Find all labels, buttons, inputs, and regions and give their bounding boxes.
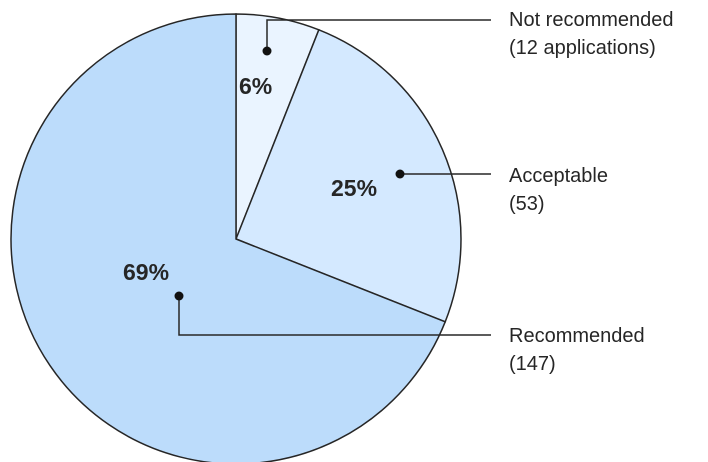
legend: Not recommended (12 applications) Accept… [509,9,674,375]
legend-not-recommended-count: (12 applications) [509,37,656,59]
legend-recommended-title: Recommended [509,325,645,347]
leader-line-not-recommended [266,19,491,51]
pie-slice-acceptable [235,28,462,323]
slice-label-recommended: 69% [123,259,169,285]
legend-acceptable-count: (53) [509,193,545,215]
percent-labels: 6% 25% 69% [123,73,377,285]
pie-slice-recommended [10,13,447,462]
leader-lines [174,19,491,336]
slice-label-not-recommended: 6% [239,73,272,99]
legend-acceptable-title: Acceptable [509,165,608,187]
legend-recommended-count: (147) [509,353,556,375]
leader-dot-acceptable [395,169,405,179]
slice-label-acceptable: 25% [331,175,377,201]
pie-slices [10,13,462,462]
leader-dot-not-recommended [262,46,272,56]
legend-not-recommended-title: Not recommended [509,9,674,31]
leader-dot-recommended [174,291,184,301]
leader-line-recommended [178,296,491,336]
